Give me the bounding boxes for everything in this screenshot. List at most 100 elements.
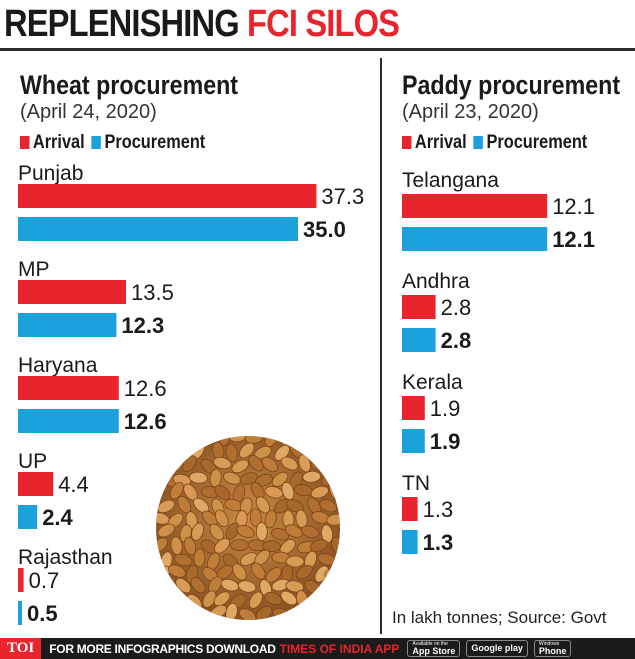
category-label-haryana: Haryana (18, 354, 98, 377)
grain-kernel (264, 591, 283, 606)
procurement-value-haryana: 12.6 (124, 409, 167, 434)
procurement-bar-tn (402, 530, 418, 554)
legend-label-arrival: Arrival (414, 132, 467, 153)
category-label-tn: TN (402, 472, 430, 495)
toi-logo[interactable]: TOI (0, 638, 42, 659)
grain-kernel (319, 603, 332, 620)
grain-kernel (183, 536, 197, 556)
category-label-punjab: Punjab (18, 162, 83, 185)
arrival-value-tn: 1.3 (423, 497, 454, 522)
category-label-telangana: Telangana (402, 169, 499, 192)
grain-kernel (156, 457, 167, 476)
grain-kernel (310, 458, 330, 471)
headline: REPLENISHING FCI SILOS (4, 2, 400, 46)
grain-kernel (231, 459, 249, 474)
grain-kernel (230, 539, 249, 551)
grain-kernel (325, 592, 340, 605)
wheat-title: Wheat procurement (20, 70, 239, 100)
legend-swatch-arrival (402, 136, 412, 149)
grain-kernel (310, 485, 329, 499)
arrival-value-telangana: 12.1 (552, 194, 595, 219)
grain-kernel (280, 590, 298, 606)
procurement-bar-rajasthan (18, 601, 22, 625)
grain-kernel (248, 455, 264, 472)
grain-kernel (339, 497, 340, 516)
grain-kernel (285, 580, 304, 593)
procurement-bar-kerala (402, 429, 425, 453)
grain-kernel (214, 538, 230, 554)
arrival-bar-telangana (402, 194, 548, 218)
arrival-bar-tn (402, 497, 418, 521)
grain-kernel (184, 436, 200, 446)
arrival-value-andhra: 2.8 (441, 295, 472, 320)
legend-label-arrival: Arrival (32, 132, 85, 153)
grain-kernel (309, 539, 329, 552)
grain-kernel (213, 456, 232, 470)
app-store-small: Available on the (412, 640, 448, 647)
grain-kernel (220, 578, 240, 592)
grain-kernel (239, 472, 258, 485)
grain-kernel (190, 577, 206, 594)
category-label-kerala: Kerala (402, 371, 463, 394)
grain-kernel (324, 568, 340, 581)
grain-kernel (300, 525, 320, 539)
footer-cta-text: FOR MORE INFOGRAPHICS DOWNLOAD (49, 641, 276, 656)
grain-kernel (264, 509, 277, 529)
grain-kernel (310, 436, 329, 444)
headline-part1: REPLENISHING (4, 3, 248, 45)
grain-kernel (214, 484, 231, 501)
category-label-rajasthan: Rajasthan (18, 546, 113, 569)
procurement-bar-punjab (18, 217, 298, 241)
paddy-bar-chart: Telangana12.112.1Andhra2.82.8Kerala1.91.… (402, 169, 595, 555)
arrival-value-kerala: 1.9 (430, 396, 461, 421)
arrival-bar-up (18, 472, 54, 496)
grain-kernel (239, 442, 255, 459)
arrival-bar-rajasthan (18, 568, 24, 592)
headline-part2: FCI SILOS (247, 3, 400, 45)
footer-banner[interactable]: TOI FOR MORE INFOGRAPHICS DOWNLOAD TIMES… (0, 638, 635, 659)
grain-kernel (261, 456, 278, 473)
grain-kernel (174, 553, 193, 567)
arrival-value-mp: 13.5 (131, 280, 174, 305)
grain-kernel (161, 603, 174, 620)
wheat-bar-chart: Punjab 37.3 35.0 MP 13.5 12.3 Haryana 12.6 12.6 U… (18, 162, 364, 626)
legend-swatch-procurement (473, 136, 484, 149)
grain-kernel (209, 468, 222, 488)
grain-kernel (251, 562, 266, 580)
grain-kernel (326, 513, 340, 526)
grain-kernel (335, 445, 340, 458)
arrival-bar-punjab (18, 184, 317, 208)
google-play-badge[interactable]: Google play (466, 640, 528, 657)
wheat-grain-photo (156, 436, 340, 620)
grain-kernel (285, 524, 303, 538)
arrival-bar-haryana (18, 376, 119, 400)
procurement-value-rajasthan: 0.5 (27, 601, 58, 626)
grain-kernel (338, 605, 340, 620)
footer-brand[interactable]: TIMES OF INDIA APP (279, 641, 400, 656)
app-store-badge[interactable]: Available on the App Store (407, 640, 461, 657)
paddy-subtitle: (April 23, 2020) (402, 101, 539, 123)
legend-swatch-procurement (91, 136, 102, 149)
grain-kernel (169, 481, 184, 500)
procurement-value-up: 2.4 (42, 505, 73, 530)
grain-kernel (285, 499, 304, 513)
grain-kernel (191, 522, 205, 541)
category-label-andhra: Andhra (402, 270, 470, 293)
procurement-value-tn: 1.3 (423, 530, 454, 555)
arrival-value-haryana: 12.6 (124, 376, 167, 401)
procurement-value-telangana: 12.1 (552, 227, 595, 252)
grain-kernel (319, 499, 338, 513)
grain-kernel (335, 471, 340, 485)
google-play-label: Google play (471, 643, 523, 653)
procurement-bar-mp (18, 313, 117, 337)
grain-kernel (156, 482, 164, 501)
grain-kernel (335, 581, 340, 594)
windows-phone-badge[interactable]: Windows Phone (533, 640, 572, 657)
wheat-legend: Arrival Procurement (20, 132, 212, 154)
grain-kernel (331, 536, 340, 555)
grain-kernel (304, 608, 322, 620)
grain-kernel (255, 605, 273, 620)
procurement-value-punjab: 35.0 (303, 217, 346, 242)
grain-kernel (157, 499, 175, 514)
